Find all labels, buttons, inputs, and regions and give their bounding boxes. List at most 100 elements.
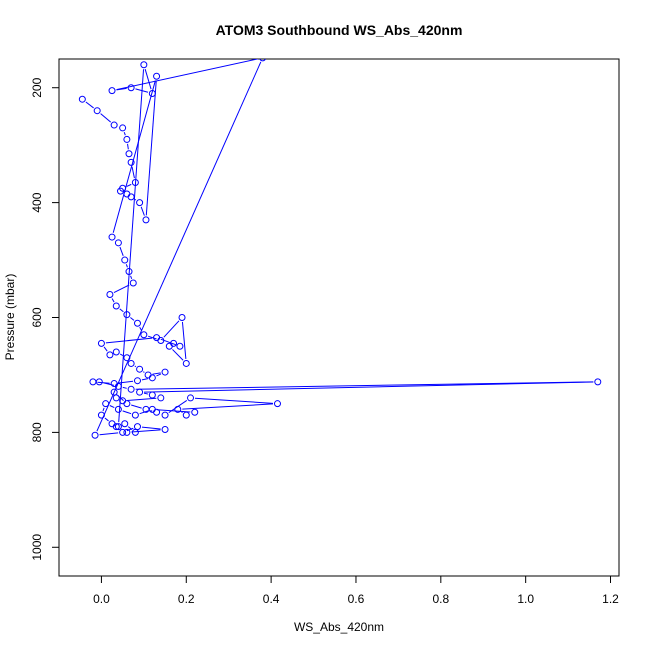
x-tick-label: 0.4	[263, 592, 280, 606]
data-point	[127, 385, 135, 393]
data-point	[176, 342, 184, 350]
series-segment	[104, 417, 109, 422]
y-axis: 200 400 600 800 1000	[30, 77, 60, 561]
data-point	[148, 405, 156, 413]
data-point	[119, 124, 127, 132]
data-point	[106, 351, 114, 359]
series-segment	[194, 397, 274, 404]
series-segment	[125, 264, 128, 268]
data-point	[123, 428, 131, 436]
plot-frame	[58, 58, 620, 577]
series-segment	[181, 411, 183, 414]
data-point	[187, 394, 195, 402]
series-segment	[111, 298, 115, 303]
data-point	[89, 378, 97, 386]
data-point	[123, 354, 131, 362]
series-segment	[141, 426, 161, 430]
series-segment	[144, 68, 152, 90]
data-point	[112, 348, 120, 356]
x-tick-label: 1.0	[517, 592, 534, 606]
series-segment	[112, 80, 156, 233]
data-point	[123, 311, 131, 319]
data-point	[161, 426, 169, 434]
data-point	[110, 380, 118, 388]
y-tick-label: 1000	[30, 534, 44, 561]
series-segment	[118, 380, 134, 384]
series-segment	[122, 410, 132, 415]
x-axis-label: WS_Abs_420nm	[294, 620, 384, 634]
series-segment	[150, 410, 153, 412]
data-point	[153, 408, 161, 416]
x-tick-label: 0.6	[348, 592, 365, 606]
series-segment	[119, 308, 124, 313]
series-segment	[131, 166, 135, 179]
data-point	[102, 400, 110, 408]
data-point	[97, 411, 105, 419]
y-tick-label: 200	[30, 77, 44, 97]
series-segment	[135, 381, 594, 390]
data-point	[123, 135, 131, 143]
data-point	[170, 339, 178, 347]
data-point	[125, 150, 133, 158]
y-tick-label: 400	[30, 192, 44, 212]
series-segment	[119, 353, 124, 357]
data-point	[127, 193, 135, 201]
data-point	[174, 405, 182, 413]
data-point	[112, 394, 120, 402]
x-tick-label: 0.8	[432, 592, 449, 606]
data-point	[106, 291, 114, 299]
data-point	[95, 378, 103, 386]
series-segment	[122, 386, 127, 389]
data-point	[136, 365, 144, 373]
series-segment	[182, 403, 274, 410]
series-segment	[144, 381, 594, 393]
data-point	[273, 400, 281, 408]
data-point	[133, 319, 141, 327]
series-segment	[97, 381, 110, 384]
y-axis-label: Pressure (mbar)	[3, 274, 17, 361]
chart-title: ATOM3 Southbound WS_Abs_420nm	[216, 22, 463, 38]
series-segment	[103, 346, 108, 352]
series-segment	[160, 338, 176, 346]
series-segment	[105, 337, 153, 344]
series-segment	[143, 371, 145, 373]
data-point	[140, 61, 148, 69]
series-segment	[130, 275, 133, 279]
data-point	[157, 394, 165, 402]
data-point	[182, 411, 190, 419]
data-point	[182, 359, 190, 367]
data-point	[119, 428, 127, 436]
data-point	[148, 374, 156, 382]
data-point	[117, 187, 125, 195]
data-point	[114, 382, 122, 390]
data-point	[110, 388, 118, 396]
x-axis: 0.0 0.2 0.4 0.6 0.8 1.0 1.2	[93, 575, 619, 606]
data-point	[108, 420, 116, 428]
data-point	[123, 190, 131, 198]
series-segment	[127, 143, 129, 150]
data-point	[161, 368, 169, 376]
data-point	[112, 302, 120, 310]
data-point	[131, 411, 139, 419]
series-segment	[109, 405, 115, 409]
series-segment	[85, 101, 94, 109]
data-point	[133, 423, 141, 431]
data-point	[114, 423, 122, 431]
data-point	[142, 216, 150, 224]
data-point	[125, 268, 133, 276]
data-point	[93, 107, 101, 115]
series-segment	[130, 317, 135, 321]
series-segment	[123, 131, 126, 136]
data-point	[144, 371, 152, 379]
data-point	[123, 400, 131, 408]
x-tick-label: 0.2	[178, 592, 195, 606]
data-point	[127, 359, 135, 367]
series-segment	[140, 206, 145, 216]
series-segment	[156, 409, 191, 413]
series-segment	[116, 59, 259, 91]
series-segment	[131, 429, 161, 433]
data-point	[133, 377, 141, 385]
data-point	[114, 405, 122, 413]
series-segment	[131, 404, 142, 409]
